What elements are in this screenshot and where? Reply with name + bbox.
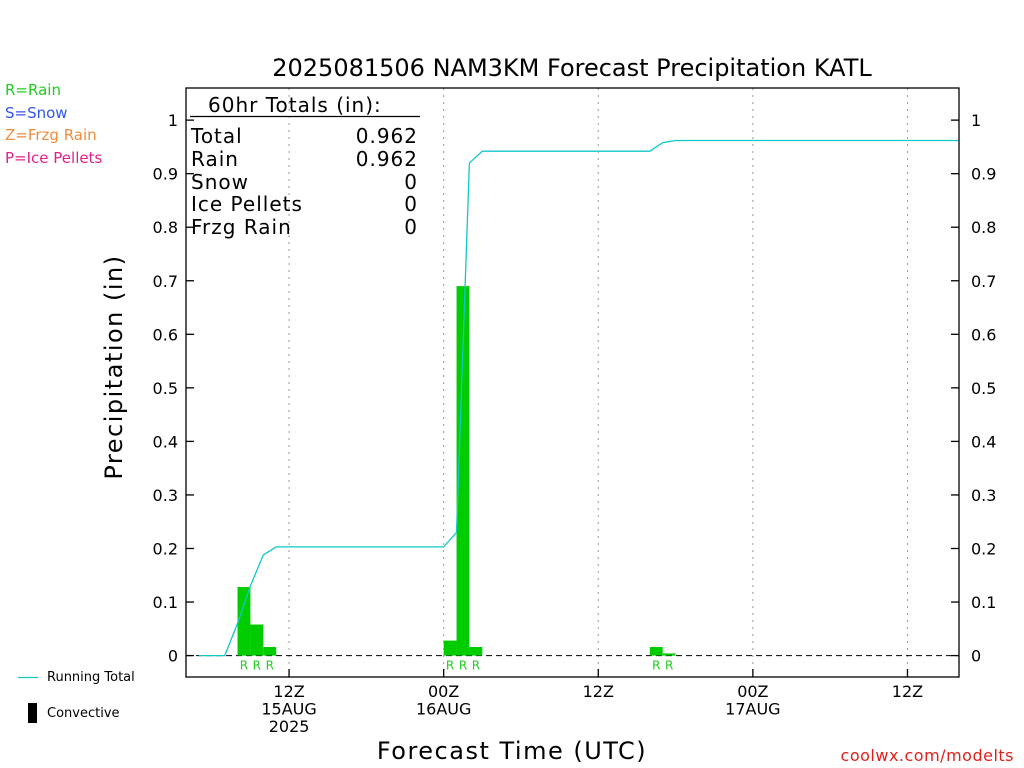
- key-ice-pellets: P=Ice Pellets: [5, 149, 103, 167]
- totals-label-rain: Rain: [191, 147, 239, 171]
- precip-type-label: R: [266, 659, 274, 673]
- y-tick-label-left: 0.4: [153, 432, 178, 451]
- y-tick-label-right: 0.5: [971, 379, 996, 398]
- plot-frame: [185, 87, 960, 678]
- precip-bar: [456, 286, 470, 656]
- precip-type-label: R: [472, 659, 480, 673]
- chart-title: 2025081506 NAM3KM Forecast Precipitation…: [272, 54, 872, 82]
- totals-value-ice-pellets: 0: [404, 192, 418, 216]
- grid-lines: [288, 88, 908, 677]
- y-tick-label-left: 0.3: [153, 486, 178, 505]
- y-tick-label-right: 0.3: [971, 486, 996, 505]
- convective-legend-label: Convective: [47, 706, 120, 721]
- precip-type-label: R: [652, 659, 660, 673]
- y-tick-label-left: 0.1: [153, 593, 178, 612]
- precip-bar: [662, 653, 676, 656]
- x-tick-label: 00Z: [737, 682, 768, 701]
- y-axis-ticks: 0 00.1 0.10.2 0.20.3 0.30.4 0.40.5 0.50.6 0.60.…: [153, 111, 997, 665]
- y-tick-label-right: 1: [971, 111, 981, 130]
- running-total-line: [198, 139, 959, 657]
- x-tick-label: 00Z: [428, 682, 459, 701]
- precip-bar: [443, 640, 457, 656]
- totals-label-snow: Snow: [191, 170, 249, 194]
- x-tick-label: 2025: [269, 717, 310, 736]
- totals-label-ice-pellets: Ice Pellets: [191, 192, 303, 216]
- totals-label-frzg-rain: Frzg Rain: [191, 215, 292, 239]
- precip-type-label: R: [253, 659, 261, 673]
- y-axis-label: Precipitation (in): [100, 254, 128, 479]
- precip-type-label: R: [446, 659, 454, 673]
- totals-value-frzg-rain: 0: [404, 215, 418, 239]
- precip-type-label: R: [459, 659, 467, 673]
- totals-label-total: Total: [190, 124, 243, 148]
- key-rain: R=Rain: [5, 81, 61, 99]
- precip-bar: [263, 647, 277, 656]
- convective-legend-swatch: [28, 703, 37, 723]
- y-tick-label-right: 0.7: [971, 272, 996, 291]
- x-tick-label: 15AUG: [261, 700, 316, 719]
- x-tick-label: 16AUG: [416, 700, 471, 719]
- precip-bar: [237, 587, 251, 656]
- totals-box: 60hr Totals (in): Total 0.962 Rain 0.962…: [190, 93, 420, 239]
- x-tick-label: 12Z: [892, 682, 923, 701]
- y-tick-label-left: 0.8: [153, 218, 178, 237]
- precip-type-label: R: [240, 659, 248, 673]
- precip-type-label: R: [665, 659, 673, 673]
- totals-value-total: 0.962: [356, 124, 418, 148]
- totals-value-snow: 0: [404, 170, 418, 194]
- precip-bar: [649, 647, 663, 656]
- y-tick-label-left: 0.6: [153, 325, 178, 344]
- y-tick-label-right: 0.2: [971, 539, 996, 558]
- y-tick-label-left: 0.5: [153, 379, 178, 398]
- y-tick-label-left: 0.7: [153, 272, 178, 291]
- totals-header: 60hr Totals (in):: [208, 93, 382, 117]
- y-tick-label-right: 0.8: [971, 218, 996, 237]
- key-frzg-rain: Z=Frzg Rain: [5, 126, 97, 144]
- y-tick-label-left: 1: [168, 111, 178, 130]
- y-tick-label-left: 0.2: [153, 539, 178, 558]
- precip-bars: [237, 286, 676, 656]
- key-snow: S=Snow: [5, 104, 68, 122]
- x-tick-label: 17AUG: [725, 700, 780, 719]
- y-tick-label-right: 0.6: [971, 325, 996, 344]
- y-tick-label-right: 0: [971, 647, 981, 666]
- y-tick-label-left: 0.9: [153, 165, 178, 184]
- y-tick-label-right: 0.4: [971, 432, 996, 451]
- y-tick-label-right: 0.9: [971, 165, 996, 184]
- y-tick-label-right: 0.1: [971, 593, 996, 612]
- site-credit: coolwx.com/modelts: [840, 746, 1014, 765]
- precip-bar: [250, 624, 264, 656]
- precip-bar: [469, 647, 483, 656]
- x-tick-label: 12Z: [273, 682, 304, 701]
- running-total-legend-label: Running Total: [47, 670, 135, 685]
- totals-value-rain: 0.962: [356, 147, 418, 171]
- x-axis-label: Forecast Time (UTC): [377, 737, 647, 765]
- x-tick-label: 12Z: [583, 682, 614, 701]
- y-tick-label-left: 0: [168, 647, 178, 666]
